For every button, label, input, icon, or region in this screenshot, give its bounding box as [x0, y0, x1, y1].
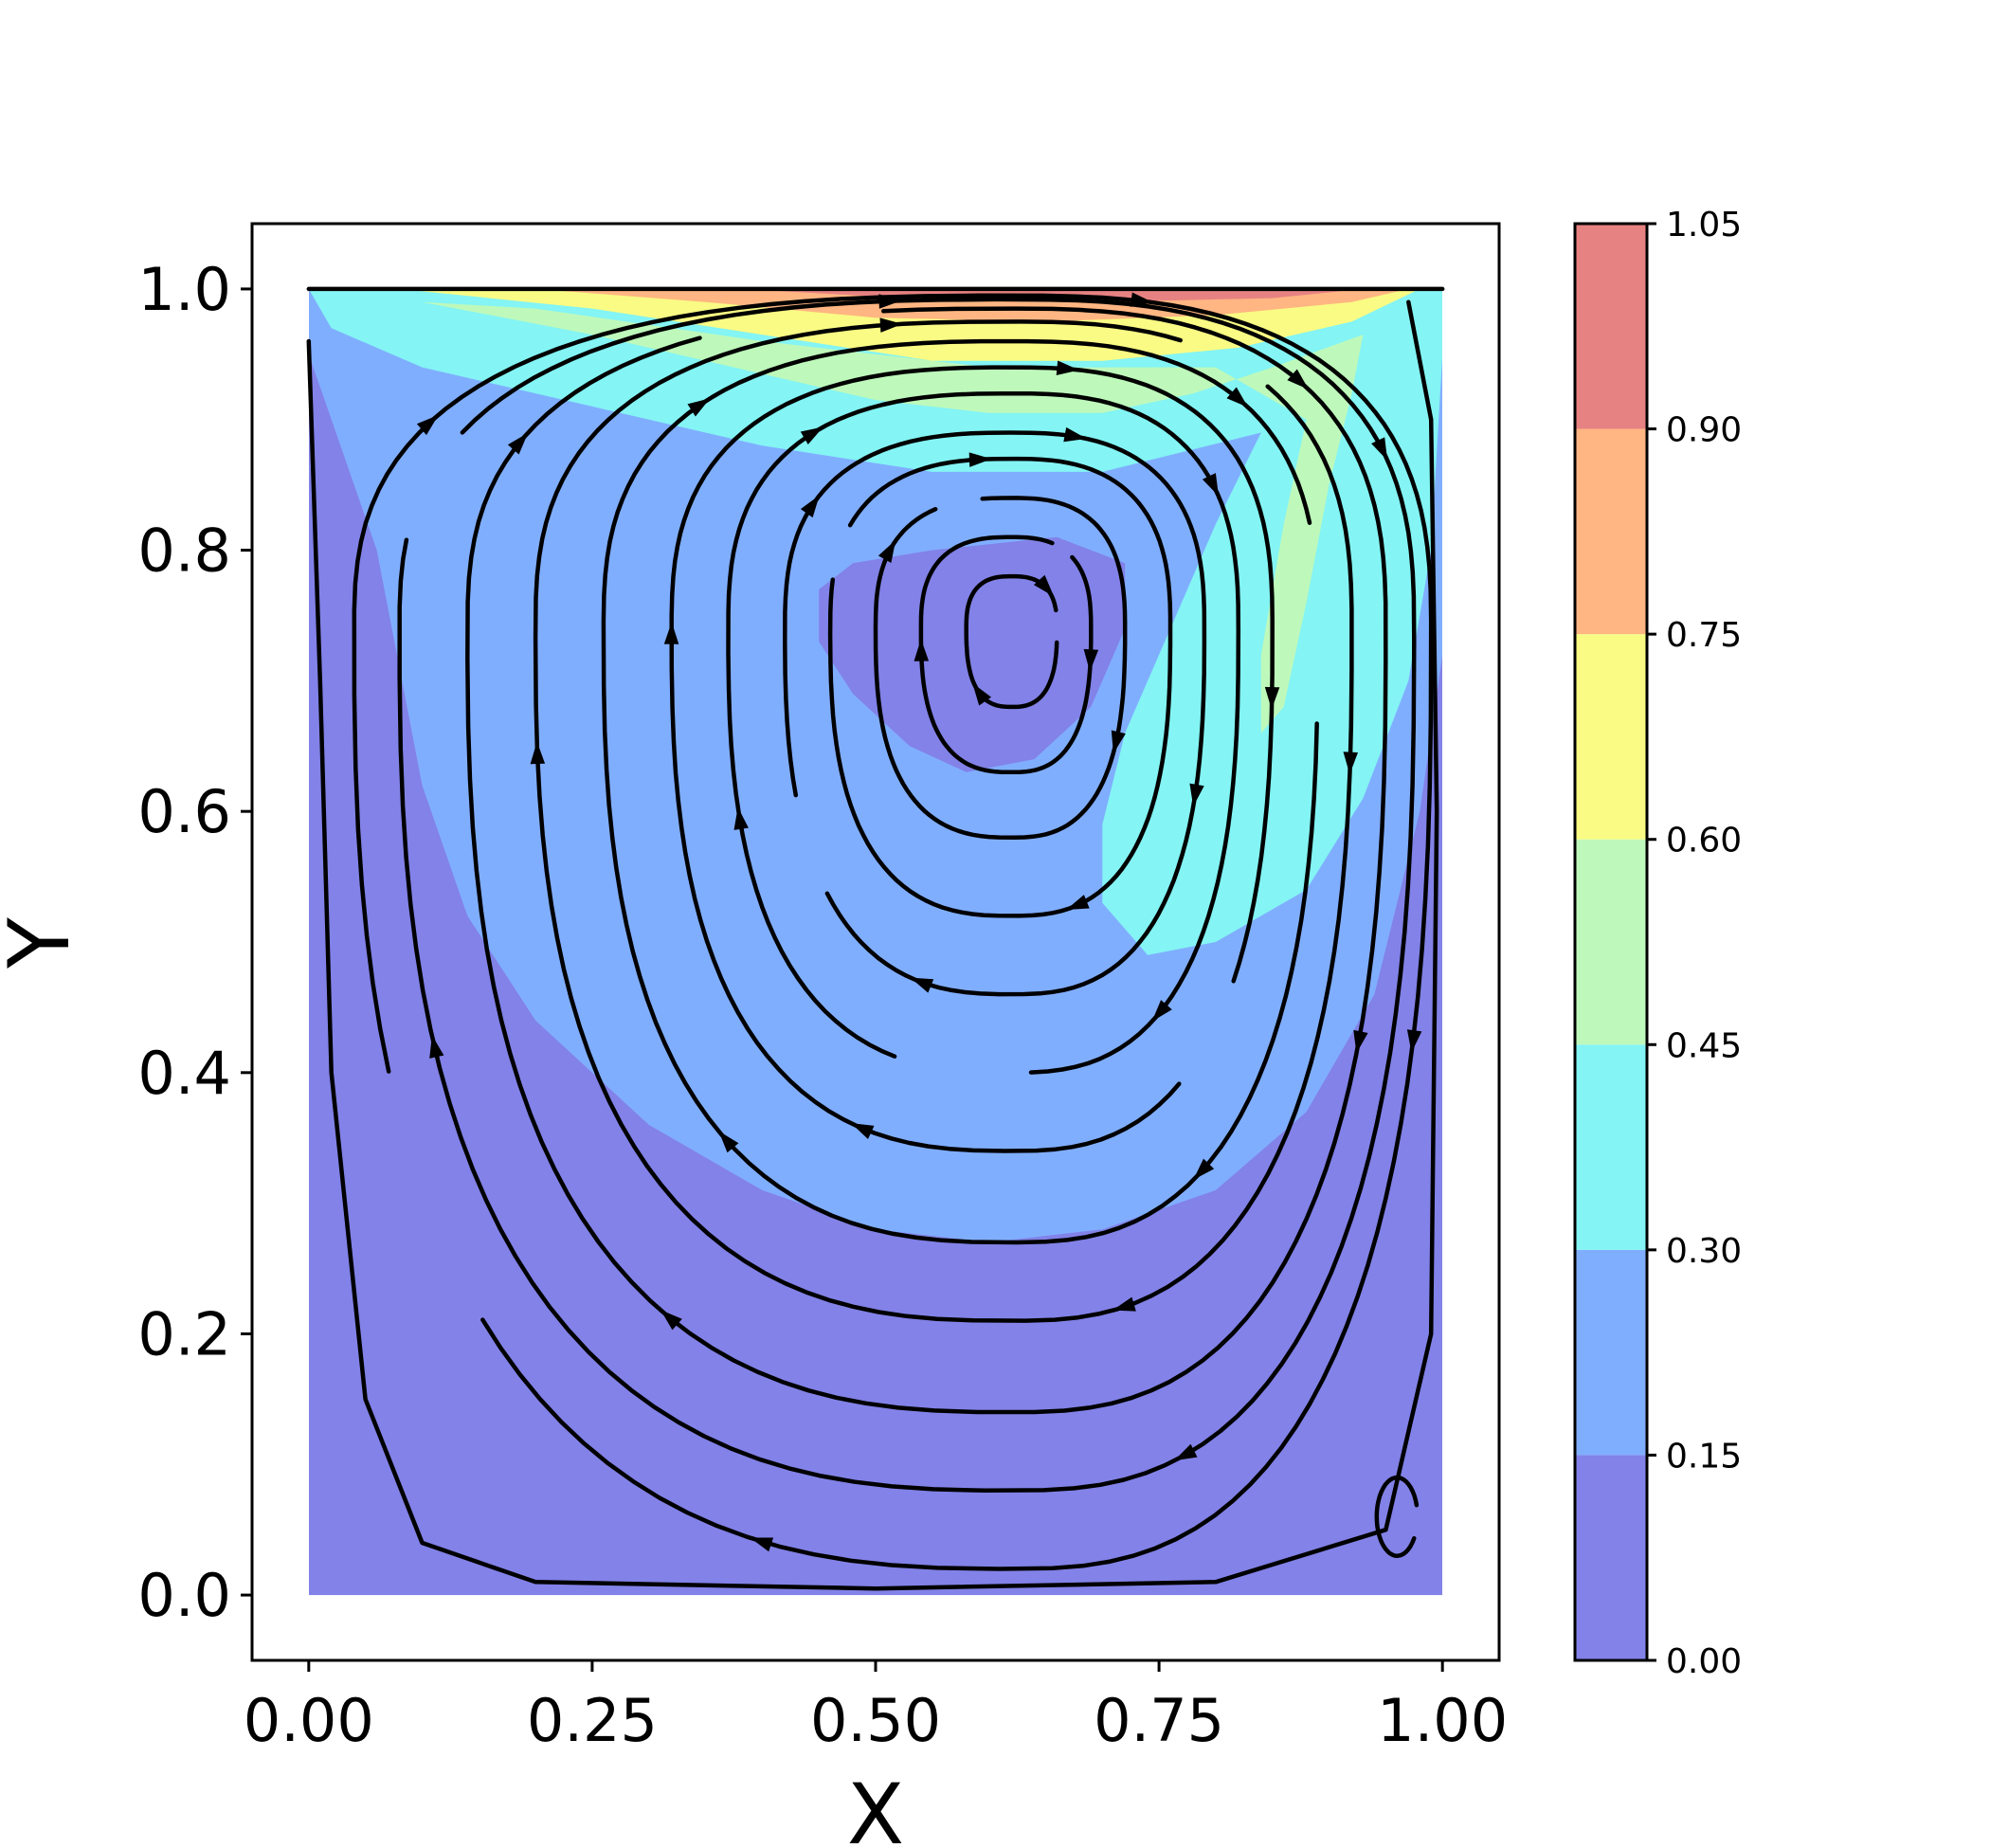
contour-band-1 [309, 289, 1442, 1242]
colorbar-band [1575, 428, 1647, 635]
streamline-arrow [1063, 426, 1087, 443]
x-tick-label: 0.50 [810, 1686, 941, 1755]
contour-core [819, 536, 1126, 772]
x-tick-label: 0.00 [244, 1686, 374, 1755]
y-tick-label: 0.4 [137, 1039, 231, 1108]
streamline-arrow [530, 741, 546, 765]
streamline-arrow [663, 622, 679, 644]
streamline-arrow [1130, 292, 1153, 307]
y-tick-label: 0.6 [137, 777, 231, 846]
colorbar-band [1575, 634, 1647, 840]
streamline [964, 573, 1059, 710]
streamline-arrow [416, 414, 439, 436]
streamline [397, 297, 1417, 1494]
y-tick-label: 0.0 [137, 1561, 231, 1630]
streamline-arrow [1353, 1029, 1368, 1054]
colorbar: 0.00 0.15 0.30 0.45 0.60 0.75 0.90 1.05 [1573, 206, 1742, 1681]
streamline [465, 306, 1388, 1415]
streamline-arrow [1226, 387, 1249, 408]
streamline-arrow [1174, 1443, 1198, 1461]
colorbar-band [1575, 1455, 1647, 1660]
streamline [873, 496, 1128, 840]
colorbar-tick-label: 0.00 [1666, 1642, 1742, 1681]
streamline-arrow [914, 639, 930, 661]
x-axis: 0.00 0.25 0.50 0.75 1.00 [244, 1660, 1508, 1755]
streamline-arrow [429, 1035, 444, 1059]
y-tick-label: 0.2 [137, 1299, 231, 1368]
streamline-arrow [1033, 574, 1055, 597]
streamline-arrow [879, 317, 903, 333]
streamline-arrow [1083, 648, 1099, 672]
contour-fill [309, 289, 1442, 1596]
streamline-arrow [1287, 369, 1309, 390]
colorbar-band [1575, 1044, 1647, 1250]
streamline-arrow [800, 426, 823, 444]
streamline [533, 319, 1354, 1323]
streamline-arrow [687, 398, 711, 417]
colorbar-tick-label: 0.60 [1666, 822, 1742, 861]
streamline-arrow [1264, 686, 1280, 710]
colorbar-tick-label: 0.90 [1666, 411, 1742, 450]
streamline-arrow [800, 495, 820, 518]
streamline-arrow [1343, 752, 1358, 774]
colorbar-band [1575, 1249, 1647, 1456]
streamline-arrow [1113, 1296, 1136, 1312]
streamline [726, 390, 1241, 1075]
streamline-arrow [877, 539, 896, 563]
streamline-arrow [910, 977, 934, 993]
streamline-arrow [1193, 1158, 1215, 1180]
streamline-arrow [972, 682, 991, 706]
streamline-arrow [968, 452, 992, 467]
streamline-arrow [1151, 1000, 1172, 1022]
colorbar-tick-label: 1.05 [1666, 206, 1742, 245]
streamline-arrow [750, 1537, 774, 1552]
x-tick-label: 0.25 [527, 1686, 658, 1755]
x-tick-label: 0.75 [1094, 1686, 1224, 1755]
y-axis: 0.0 0.2 0.4 0.6 0.8 1.0 [137, 255, 252, 1630]
streamline [827, 456, 1173, 918]
streamline-arrow [733, 806, 749, 830]
streamline [306, 299, 1439, 1591]
streamline-arrow [507, 432, 529, 455]
y-tick-label: 1.0 [137, 255, 231, 324]
streamline-arrow [1111, 730, 1126, 754]
streamline-arrow [660, 1310, 682, 1331]
y-tick-label: 0.8 [137, 516, 231, 586]
streamline-arrow [1056, 360, 1079, 375]
streamline-arrow [1189, 783, 1204, 806]
colorbar-tick-label: 0.30 [1666, 1232, 1742, 1271]
streamline-arrow [1202, 473, 1219, 497]
y-axis-label: Y [0, 917, 88, 969]
colorbar-tick-label: 0.15 [1666, 1437, 1742, 1476]
streamline-arrow [1406, 1029, 1422, 1053]
x-axis-label: X [847, 1766, 904, 1848]
colorbar-band [1575, 839, 1647, 1045]
streamline-arrow [718, 1131, 739, 1153]
colorbar-frame [1573, 222, 1649, 1662]
streamlines [306, 286, 1445, 1591]
streamline-arrow [1066, 895, 1090, 910]
colorbar-tick-label: 0.75 [1666, 616, 1742, 655]
streamline [352, 293, 1434, 1571]
colorbar-band [1575, 224, 1647, 429]
streamline [601, 338, 1319, 1245]
x-tick-label: 1.00 [1377, 1686, 1508, 1755]
streamline [669, 365, 1275, 1153]
streamline-arrow [851, 1123, 875, 1139]
colorbar-tick-label: 0.45 [1666, 1026, 1742, 1065]
corner-vortex-streamline [1374, 1475, 1420, 1558]
streamline-arrow [1371, 437, 1388, 461]
